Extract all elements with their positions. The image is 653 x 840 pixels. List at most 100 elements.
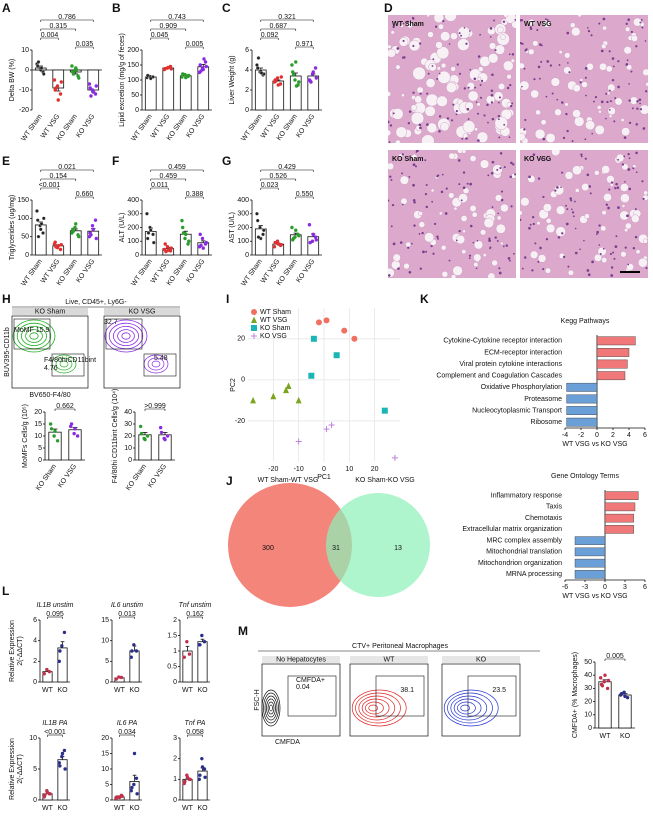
plot-header: WT: [384, 656, 396, 663]
nucleus: [425, 250, 428, 253]
y-tick-label: 15: [101, 617, 109, 624]
category-label: Taxis: [546, 504, 562, 511]
nucleus: [467, 86, 470, 89]
nucleus: [627, 152, 630, 156]
lipid-droplet: [462, 187, 470, 194]
lipid-droplet: [411, 154, 418, 161]
y-tick-label: 0: [33, 679, 37, 686]
category-label: Mitochondrial translation: [486, 549, 562, 556]
nucleus: [479, 33, 481, 36]
lipid-droplet: [414, 95, 423, 104]
y-tick-label: 150: [17, 197, 29, 204]
panel-letter: G: [222, 154, 231, 168]
lipid-droplet: [494, 116, 508, 130]
gate-label: 5.48: [154, 355, 168, 362]
data-point: [60, 644, 64, 648]
nucleus: [509, 175, 513, 179]
nucleus: [425, 183, 428, 186]
nucleus: [609, 252, 613, 255]
x-tick-label: WT: [42, 687, 54, 694]
chart-title: IL1B PA: [42, 720, 67, 727]
data-point: [310, 335, 317, 342]
data-point: [199, 243, 203, 248]
data-point: [259, 71, 264, 75]
nucleus: [511, 53, 515, 56]
nucleus: [388, 120, 390, 124]
nucleus: [490, 171, 494, 175]
lipid-droplet: [534, 128, 546, 140]
nucleus: [389, 175, 392, 178]
lipid-droplet: [537, 254, 547, 263]
p-value: 0.321: [278, 14, 296, 21]
lipid-droplet: [403, 263, 410, 270]
nucleus: [483, 114, 486, 117]
p-value: 0.034: [118, 729, 136, 736]
nucleus: [628, 99, 631, 102]
x-tick-label: WT: [182, 687, 194, 694]
lipid-droplet: [586, 62, 594, 71]
lipid-droplet: [633, 17, 642, 27]
y-tick-label: 200: [237, 224, 249, 231]
panel-letter: H: [2, 292, 11, 306]
panel-letter: E: [2, 154, 10, 168]
y-tick-label: 2: [173, 756, 177, 763]
data-point: [603, 673, 607, 677]
nucleus: [596, 233, 598, 236]
lipid-droplet: [545, 133, 556, 143]
p-value: 0.388: [186, 191, 204, 198]
y-tick-label: 0: [25, 252, 29, 259]
nucleus: [632, 107, 634, 110]
p-value: 0.786: [58, 14, 76, 21]
gate: [143, 353, 177, 377]
nucleus: [465, 137, 468, 140]
nucleus: [466, 107, 470, 111]
data-point: [198, 63, 202, 67]
data-point: [183, 236, 187, 241]
y-tick-label: 20: [34, 409, 42, 416]
p-value: 0.526: [269, 173, 287, 180]
nucleus: [490, 93, 494, 97]
lipid-droplet: [642, 68, 648, 76]
lipid-droplet: [410, 111, 425, 125]
p-value: 0.971: [296, 41, 314, 48]
data-point: [60, 751, 65, 756]
y-axis-label: FSC-H: [254, 689, 261, 710]
data-point: [130, 649, 134, 653]
plot-header: KO VSG: [129, 308, 156, 315]
legend-label: KO VSG: [260, 333, 287, 340]
nucleus: [426, 92, 429, 95]
nucleus: [469, 30, 471, 32]
nucleus: [418, 123, 422, 127]
data-point: [117, 675, 121, 679]
data-point: [93, 218, 98, 222]
lipid-droplet: [469, 155, 477, 162]
panel-letter: B: [112, 1, 121, 15]
y-tick-label: 30: [124, 421, 132, 428]
nucleus: [424, 193, 428, 196]
nucleus: [412, 163, 416, 167]
p-value: 0.005: [186, 41, 204, 48]
p-value: <0.001: [39, 182, 61, 189]
nucleus: [634, 208, 637, 211]
legend-swatch: [251, 316, 257, 323]
nucleus: [456, 63, 459, 66]
data-point: [75, 434, 80, 438]
data-point: [187, 73, 191, 78]
data-point: [62, 748, 67, 753]
data-point: [151, 240, 156, 245]
panel-letter: F: [112, 154, 119, 168]
data-point: [58, 92, 63, 96]
data-point: [295, 438, 302, 445]
y-tick-label: 1: [173, 776, 177, 783]
nucleus: [567, 62, 569, 64]
lipid-droplet: [448, 192, 455, 199]
x-tick-label: 0: [322, 466, 326, 473]
data-point: [295, 396, 302, 404]
nucleus: [487, 174, 490, 177]
lipid-droplet: [585, 120, 596, 131]
nucleus: [632, 167, 635, 170]
contour: [25, 329, 43, 343]
gate: [13, 318, 51, 350]
lipid-droplet: [410, 104, 418, 111]
data-point: [41, 72, 46, 76]
